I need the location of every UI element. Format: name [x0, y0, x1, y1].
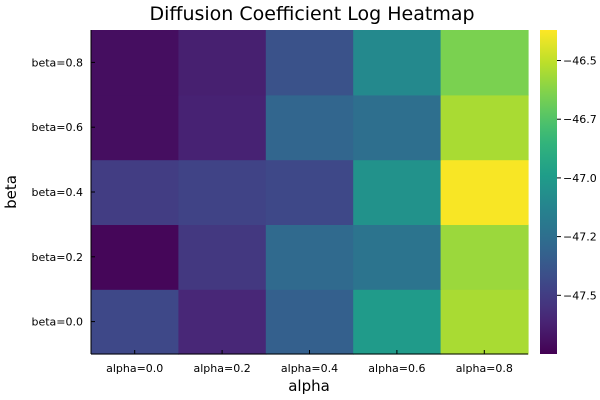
y-tick-label: beta=0.4	[31, 186, 83, 199]
heatmap-cell	[91, 289, 179, 355]
x-tick-label: alpha=0.6	[368, 362, 425, 375]
x-tick-label: alpha=0.8	[456, 362, 513, 375]
y-tick-label: beta=0.6	[31, 121, 83, 134]
colorbar-tick-label: −47.0	[563, 172, 597, 185]
heatmap-cell	[178, 94, 267, 161]
y-tick-label: beta=0.8	[31, 56, 83, 69]
heatmap-cell	[178, 289, 267, 355]
x-tick-label: alpha=0.2	[193, 362, 250, 375]
heatmap-cell	[440, 289, 529, 355]
heatmap-cell	[178, 224, 267, 290]
y-axis-ticks: beta=0.0 beta=0.2 beta=0.4 beta=0.6 beta=0.8	[31, 56, 95, 329]
heatmap-cell	[178, 30, 267, 96]
heatmap-cell	[353, 224, 442, 290]
heatmap-cell	[91, 159, 179, 225]
colorbar-tick-label: −47.2	[563, 231, 597, 244]
heatmap-cell	[265, 159, 354, 225]
heatmap-cell	[353, 30, 442, 96]
y-tick-label: beta=0.0	[31, 316, 83, 329]
colorbar-ticks: −47.5 −47.2 −47.0 −46.7 −46.5	[557, 55, 597, 302]
heatmap-cell	[265, 224, 354, 290]
heatmap-cell	[440, 94, 529, 161]
heatmap-cell	[91, 224, 179, 290]
heatmap-cell	[265, 289, 354, 355]
heatmap-cell	[353, 159, 442, 225]
x-axis-label: alpha	[288, 377, 330, 395]
heatmap-cell	[440, 224, 529, 290]
heatmap-cell	[353, 94, 442, 161]
colorbar	[540, 30, 557, 354]
chart-title: Diffusion Coefficient Log Heatmap	[149, 3, 474, 25]
colorbar-tick-label: −46.5	[563, 55, 597, 68]
x-axis-ticks: alpha=0.0 alpha=0.2 alpha=0.4 alpha=0.6 alph…	[106, 350, 513, 375]
heatmap-cell	[353, 289, 442, 355]
colorbar-tick-label: −47.5	[563, 289, 597, 302]
heatmap-cell	[91, 30, 179, 96]
colorbar-tick-label: −46.7	[563, 113, 597, 126]
heatmap-cell	[440, 30, 529, 96]
heatmap-cell	[265, 30, 354, 96]
heatmap-cell	[91, 94, 179, 161]
heatmap-cell	[178, 159, 267, 225]
heatmap-cell	[440, 159, 529, 225]
heatmap-cell	[265, 94, 354, 161]
x-tick-label: alpha=0.4	[281, 362, 338, 375]
y-axis-label: beta	[2, 175, 20, 209]
heatmap-cells	[91, 30, 529, 355]
x-tick-label: alpha=0.0	[106, 362, 163, 375]
y-tick-label: beta=0.2	[31, 251, 83, 264]
